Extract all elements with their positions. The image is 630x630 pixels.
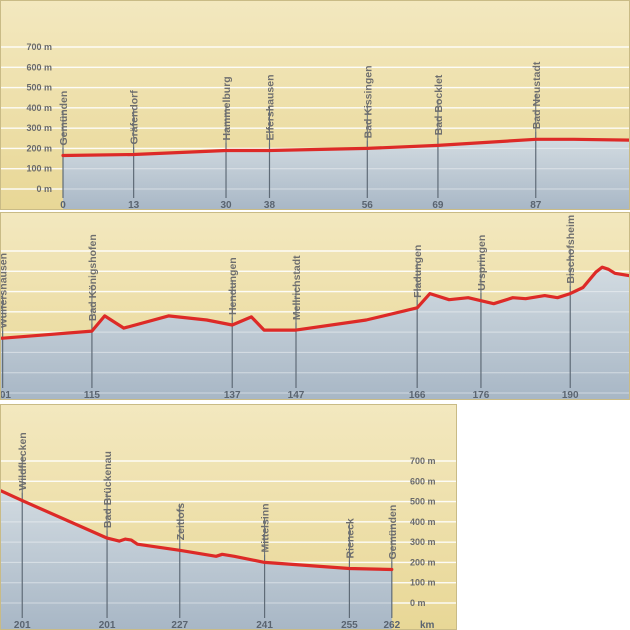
place-label: Mittelsinn (260, 503, 272, 552)
place-label: Gemünden (58, 91, 70, 146)
x-unit-label: km (420, 620, 435, 630)
place-label: Urspringen (476, 235, 488, 291)
x-tick-label: 201 (99, 620, 116, 630)
panel-plot-area: Wildflecken 201 Bad Brückenau 201 Zeitlofs 22… (0, 404, 457, 630)
place-label: Bad Bocklet (433, 74, 445, 135)
x-tick-label: 262 (383, 620, 400, 630)
x-tick-label: 0 (60, 200, 66, 211)
x-tick-label: 227 (171, 620, 188, 630)
y-tick-label: 700 m (26, 42, 52, 52)
y-tick-label: 600 m (410, 476, 436, 486)
place-label: Fladungen (412, 245, 424, 298)
place-label: Wülfershausen (0, 253, 10, 328)
place-label: Wildflecken (17, 432, 29, 490)
y-tick-label: 0 m (410, 598, 426, 608)
y-tick-label: 100 m (410, 578, 436, 588)
place-label: Bischofsheim (565, 215, 577, 284)
x-tick-label: 101 (0, 390, 11, 401)
x-tick-label: 190 (562, 390, 579, 401)
place-label: Hendungen (227, 257, 239, 315)
elevation-area (0, 490, 392, 630)
profile-panel-3: Wildflecken 201 Bad Brückenau 201 Zeitlofs 22… (0, 404, 457, 630)
x-tick-label: 13 (128, 200, 140, 211)
elevation-line (0, 265, 630, 340)
x-tick-label: 56 (362, 200, 374, 211)
x-tick-label: 255 (341, 620, 358, 630)
y-tick-label: 300 m (26, 123, 52, 133)
place-label: Elfershausen (264, 75, 276, 141)
place-label: Bad Königshofen (87, 234, 99, 321)
y-tick-label: 500 m (26, 83, 52, 93)
x-tick-label: 201 (14, 620, 31, 630)
place-label: Mellrichstadt (291, 255, 303, 320)
place-label: Bad Neustadt (531, 61, 543, 129)
place-label: Zeitlofs (175, 503, 187, 540)
place-label: Bad Brückenau (102, 451, 114, 528)
x-tick-label: 147 (288, 390, 305, 401)
place-label: Gräfendorf (129, 90, 141, 145)
y-tick-label: 100 m (26, 164, 52, 174)
place-label: Rieneck (344, 518, 356, 558)
place-label: Gemünden (387, 505, 399, 560)
x-tick-label: 87 (530, 200, 542, 211)
y-tick-label: 400 m (410, 517, 436, 527)
y-tick-label: 500 m (410, 497, 436, 507)
panel-plot-area: Wülfershausen 101 Bad Königshofen 115 Hendun… (0, 212, 630, 401)
x-tick-label: 115 (84, 390, 101, 401)
x-tick-label: 241 (256, 620, 273, 630)
y-tick-label: 0 m (36, 184, 52, 194)
elevation-area (63, 139, 630, 210)
elevation-area (0, 267, 630, 400)
x-tick-label: 176 (473, 390, 490, 401)
y-tick-label: 200 m (410, 557, 436, 567)
y-tick-label: 300 m (410, 537, 436, 547)
y-tick-label: 200 m (26, 143, 52, 153)
elevation-line (61, 137, 630, 158)
x-tick-label: 38 (264, 200, 276, 211)
place-label: Hammelburg (221, 76, 233, 140)
profile-panel-2: Wülfershausen 101 Bad Königshofen 115 Hendun… (0, 212, 630, 401)
x-tick-label: 30 (220, 200, 232, 211)
x-tick-label: 69 (432, 200, 444, 211)
y-tick-label: 400 m (26, 103, 52, 113)
x-tick-label: 137 (224, 390, 241, 401)
elevation-line (0, 488, 394, 572)
panel-plot-area: Gemünden 0 Gräfendorf 13 Hammelburg 30 Elfersh… (0, 0, 630, 211)
y-tick-label: 700 m (410, 456, 436, 466)
place-label: Bad Kissingen (362, 65, 374, 138)
x-tick-label: 166 (409, 390, 426, 401)
profile-panel-1: Gemünden 0 Gräfendorf 13 Hammelburg 30 Elfersh… (0, 0, 630, 211)
y-tick-label: 600 m (26, 62, 52, 72)
